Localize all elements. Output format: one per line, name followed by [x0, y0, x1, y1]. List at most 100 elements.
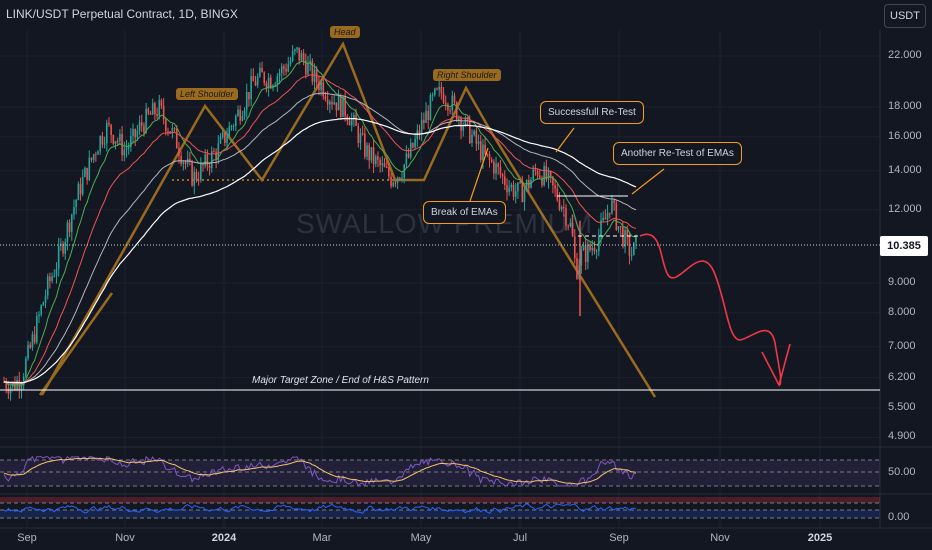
- candle-body: [552, 176, 554, 186]
- price-tick-label: 5.500: [888, 401, 916, 413]
- price-tick-label: 16.000: [888, 129, 922, 142]
- candle-body: [635, 236, 637, 243]
- candle-body: [488, 154, 491, 160]
- candle-body: [617, 226, 620, 230]
- candle-body: [103, 143, 106, 145]
- candle-body: [392, 182, 395, 187]
- candle-body: [611, 200, 613, 214]
- candle-body: [626, 230, 629, 237]
- candle-body: [619, 226, 622, 228]
- candle-body: [412, 142, 414, 148]
- candle-body: [523, 189, 526, 203]
- candle-body: [51, 276, 53, 282]
- price-tick-label: 12.000: [888, 202, 922, 215]
- candle-body: [235, 116, 237, 126]
- candle-body: [105, 122, 108, 144]
- candle-body: [490, 159, 493, 162]
- candle-body: [350, 118, 353, 126]
- rsi-band: [0, 460, 880, 486]
- candle-body: [204, 154, 206, 166]
- candle-body: [22, 376, 25, 386]
- candle-body: [582, 245, 585, 251]
- candle-body: [497, 163, 500, 168]
- ema-mid-line: [3, 74, 637, 385]
- candle-body: [630, 255, 633, 257]
- candle-body: [576, 258, 578, 279]
- candle-body: [200, 163, 202, 181]
- candle-body: [68, 222, 71, 232]
- candle-body: [573, 236, 576, 259]
- candle-body: [606, 212, 609, 220]
- break-ema-callout: Break of EMAs: [423, 201, 506, 224]
- candle-body: [580, 250, 583, 266]
- left-shoulder-label: Left Shoulder: [176, 88, 238, 100]
- candle-body: [302, 52, 305, 61]
- candle-body: [232, 125, 235, 127]
- candle-body: [165, 119, 167, 132]
- candle-body: [274, 84, 276, 86]
- candle-body: [62, 243, 64, 254]
- candle-body: [269, 77, 272, 89]
- candle-body: [337, 95, 340, 111]
- price-tick-label: 7.000: [888, 339, 916, 352]
- candle-body: [460, 117, 462, 131]
- right-shoulder-label: Right Shoulder: [433, 69, 501, 81]
- candle-body: [132, 129, 134, 136]
- candle-body: [252, 76, 255, 82]
- candle-body: [53, 275, 56, 277]
- candle-body: [95, 154, 97, 156]
- candle-body: [436, 88, 438, 90]
- candle-body: [254, 81, 257, 86]
- candle-body: [444, 102, 447, 105]
- candle-body: [449, 110, 451, 112]
- candle-body: [569, 222, 572, 227]
- candle-body: [385, 167, 388, 169]
- candle-body: [38, 314, 40, 317]
- candle-body: [169, 131, 172, 134]
- candle-body: [158, 100, 161, 116]
- candle-body: [315, 69, 318, 83]
- candle-body: [394, 182, 397, 184]
- candle-body: [484, 144, 486, 154]
- candle-body: [121, 133, 123, 156]
- candle-body: [554, 185, 556, 189]
- currency-button[interactable]: USDT: [884, 4, 926, 28]
- candle-body: [493, 161, 495, 174]
- candle-body: [558, 199, 561, 210]
- candle-body: [534, 169, 537, 171]
- candle-body: [536, 170, 539, 176]
- candle-body: [70, 214, 73, 232]
- ema-fast-line: [3, 60, 636, 386]
- candle-body: [370, 147, 373, 161]
- candle-body: [217, 143, 220, 160]
- callout-connector: [555, 127, 575, 153]
- candle-body: [97, 151, 99, 155]
- candle-body: [283, 66, 285, 69]
- candle-body: [479, 141, 482, 161]
- candle-body: [160, 100, 163, 106]
- candle-body: [280, 66, 283, 74]
- candle-body: [486, 153, 489, 155]
- candle-body: [57, 245, 60, 269]
- candle-body: [595, 251, 598, 253]
- candle-body: [565, 207, 567, 226]
- candle-body: [563, 207, 565, 209]
- candle-body: [7, 388, 10, 394]
- candle-body: [237, 109, 239, 117]
- candle-body: [191, 161, 193, 186]
- time-tick-label: May: [410, 532, 432, 544]
- candle-body: [75, 200, 77, 208]
- candle-body: [388, 167, 390, 177]
- candle-body: [427, 110, 430, 121]
- time-tick-label: 2024: [211, 532, 237, 544]
- candle-body: [329, 101, 331, 105]
- candle-body: [399, 177, 401, 180]
- candle-body: [20, 385, 23, 390]
- candle-body: [92, 154, 95, 160]
- current-price-badge: 10.385: [880, 236, 928, 256]
- candle-body: [171, 127, 174, 134]
- candle-body: [86, 167, 88, 180]
- candle-body: [309, 60, 311, 63]
- head-label: Head: [330, 26, 360, 38]
